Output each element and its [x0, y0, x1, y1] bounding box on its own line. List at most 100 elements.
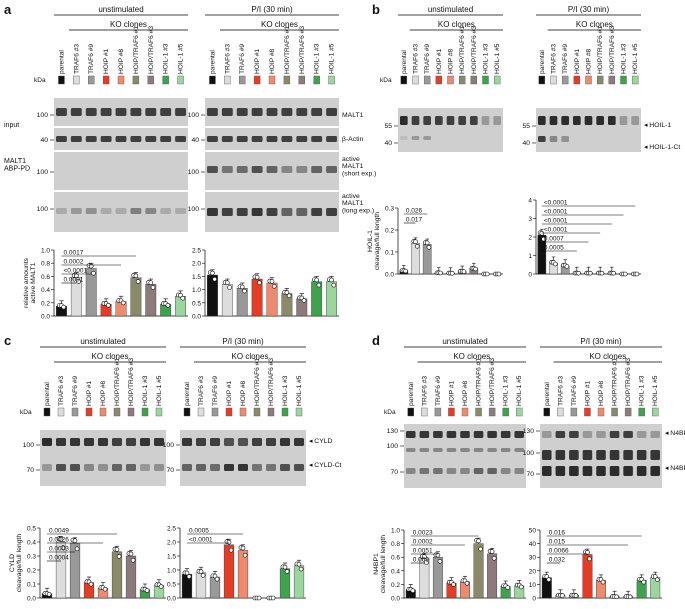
- panel-letter-d: d: [372, 333, 380, 348]
- lane-color-box: [225, 407, 233, 417]
- band: [210, 438, 220, 446]
- band: [56, 108, 67, 116]
- lane-label: HOIP #1: [103, 48, 110, 74]
- band: [130, 108, 142, 116]
- band: [130, 136, 142, 142]
- lane-color-box: [239, 75, 246, 85]
- lane-label: HOIP/TRAF6 #1: [476, 358, 483, 406]
- band: [98, 464, 108, 471]
- band: [650, 466, 660, 476]
- blot-background: [536, 108, 641, 152]
- mw-marker: 40: [191, 137, 199, 144]
- data-point: [200, 573, 206, 578]
- data-point: [654, 577, 660, 582]
- lane-label: TRAF6 #3: [58, 376, 65, 406]
- bar: [237, 550, 249, 599]
- data-point: [611, 270, 616, 276]
- bar-chart: 0.0 0.2 0.4 0.6 0.8 1.0 N4BP1cleavage/full len…: [373, 528, 526, 603]
- bar: [473, 543, 484, 599]
- band: [196, 438, 206, 446]
- band: [569, 450, 579, 460]
- band: [251, 208, 263, 216]
- mw-marker: 100: [523, 450, 535, 457]
- y-tick-label: 0.2: [27, 568, 36, 575]
- data-point: [301, 298, 307, 303]
- band: [549, 136, 558, 142]
- ko-clones-label: KO clones: [453, 352, 490, 361]
- bar-chart: 0 10 20 30 40 50 0.016 0.015 0.0066 0.032: [529, 528, 662, 603]
- data-point: [426, 244, 432, 250]
- band: [311, 136, 323, 142]
- lane-color-box: [631, 75, 639, 85]
- data-point: [148, 280, 154, 286]
- lane-label: HOIL-1 #3: [163, 43, 170, 74]
- band: [423, 116, 431, 125]
- band: [423, 136, 431, 140]
- band: [160, 108, 172, 116]
- band: [84, 464, 94, 471]
- band: [555, 450, 566, 460]
- lane-label: HOIP/TRAF6 #3: [471, 26, 478, 74]
- mw-marker: 130: [387, 428, 399, 435]
- data-point: [622, 271, 628, 277]
- y-tick-label: 2.5: [167, 526, 176, 533]
- lane-color-box: [620, 75, 627, 85]
- data-point: [242, 552, 248, 558]
- lane-color-box: [557, 407, 564, 417]
- condition-title: P/I (30 min): [580, 337, 622, 346]
- mw-marker: 40: [522, 140, 530, 147]
- data-point: [46, 591, 52, 597]
- band: [596, 431, 606, 438]
- data-point: [414, 243, 420, 249]
- band: [573, 116, 581, 125]
- mw-marker: 70: [390, 469, 398, 476]
- band: [569, 466, 579, 476]
- y-tick-label: 0.0: [391, 596, 400, 603]
- y-axis-label: relative amountsactive MALT1: [23, 257, 37, 307]
- band: [561, 136, 569, 142]
- band: [251, 166, 263, 173]
- lane-label: HOIL-1 #5: [516, 375, 523, 406]
- y-tick-label: 0.1: [385, 250, 394, 257]
- lane-color-box: [147, 75, 154, 85]
- band: [411, 136, 420, 140]
- p-value: 0.0001: [63, 277, 83, 284]
- data-point: [257, 280, 262, 286]
- lane-color-box: [597, 407, 605, 417]
- lane-label: HOIP #1: [574, 48, 581, 74]
- bar: [85, 268, 97, 317]
- band: [631, 116, 639, 125]
- band: [433, 468, 443, 474]
- lane-color-box: [253, 407, 261, 417]
- lane-color-box: [407, 407, 414, 417]
- data-point: [422, 554, 427, 559]
- lane-color-box: [493, 75, 501, 85]
- data-point: [284, 290, 290, 295]
- lane-label: TRAF6 #9: [72, 376, 79, 406]
- lane-label: HOIP #8: [118, 48, 125, 74]
- band: [280, 464, 290, 471]
- p-value: <0.0001: [544, 227, 568, 234]
- lane-color-box: [585, 75, 592, 85]
- lane-color-box: [88, 75, 95, 85]
- bar: [69, 543, 81, 599]
- lane-color-box: [596, 75, 604, 85]
- data-point: [403, 268, 408, 274]
- y-tick-label: 0.3: [385, 206, 394, 213]
- band: [619, 116, 628, 125]
- band: [182, 464, 192, 471]
- y-tick-label: 0.8: [41, 261, 50, 268]
- band: [175, 108, 186, 116]
- band: [140, 464, 150, 471]
- band: [100, 208, 112, 214]
- data-point: [461, 269, 467, 274]
- band: [252, 438, 262, 446]
- band: [280, 438, 290, 446]
- band: [569, 431, 579, 438]
- data-point: [573, 593, 579, 598]
- lane-label: HOIP #1: [448, 380, 455, 406]
- band: [145, 108, 157, 116]
- lane-label: HOIL-1 #5: [156, 375, 163, 406]
- y-tick-label: 0.5: [167, 582, 176, 589]
